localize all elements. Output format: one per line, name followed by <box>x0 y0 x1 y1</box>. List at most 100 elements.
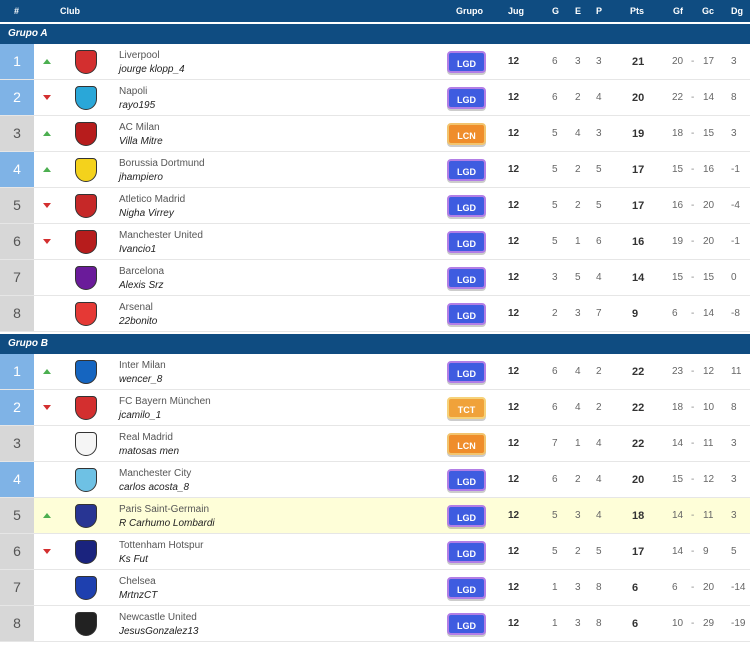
goal-difference: 3 <box>731 510 737 521</box>
team-name[interactable]: Manchester City <box>119 468 192 479</box>
draws: 4 <box>575 128 581 139</box>
down-arrow-icon <box>43 549 51 554</box>
team-name[interactable]: Liverpool <box>119 50 160 61</box>
club-crest-icon <box>75 360 97 384</box>
table-row[interactable]: 3 AC Milan Villa Mitre LCN 12 5 4 3 19 1… <box>0 116 750 152</box>
team-name[interactable]: Barcelona <box>119 266 165 277</box>
rank-cell: 5 <box>0 498 34 533</box>
team-name[interactable]: Manchester United <box>119 230 203 241</box>
team-name[interactable]: Napoli <box>119 86 148 97</box>
goals-separator: - <box>691 92 695 103</box>
manager-name[interactable]: JesusGonzalez13 <box>119 626 199 637</box>
goals-for: 15 <box>672 164 684 175</box>
manager-name[interactable]: jourge klopp_4 <box>119 64 185 75</box>
club-crest-icon <box>75 468 97 492</box>
draws: 3 <box>575 582 581 593</box>
manager-name[interactable]: R Carhumo Lombardi <box>119 518 215 529</box>
table-row[interactable]: 1 Liverpool jourge klopp_4 LGD 12 6 3 3 … <box>0 44 750 80</box>
matches-played: 12 <box>508 366 520 377</box>
goal-difference: 0 <box>731 272 737 283</box>
goals-separator: - <box>691 582 695 593</box>
league-badge: LGD <box>447 87 486 109</box>
wins: 6 <box>552 402 558 413</box>
team-name[interactable]: Tottenham Hotspur <box>119 540 204 551</box>
table-row[interactable]: 7 Barcelona Alexis Srz LGD 12 3 5 4 14 1… <box>0 260 750 296</box>
table-row[interactable]: 8 Arsenal 22bonito LGD 12 2 3 7 9 6 - 14… <box>0 296 750 332</box>
table-row[interactable]: 2 FC Bayern München jcamilo_1 TCT 12 6 4… <box>0 390 750 426</box>
team-name[interactable]: Atletico Madrid <box>119 194 186 205</box>
draws: 3 <box>575 56 581 67</box>
table-row[interactable]: 5 Atletico Madrid Nigha Virrey LGD 12 5 … <box>0 188 750 224</box>
manager-name[interactable]: Ivancio1 <box>119 244 157 255</box>
draws: 3 <box>575 510 581 521</box>
table-row[interactable]: 4 Manchester City carlos acosta_8 LGD 12… <box>0 462 750 498</box>
manager-name[interactable]: rayo195 <box>119 100 156 111</box>
rank-cell: 3 <box>0 426 34 461</box>
team-name[interactable]: Paris Saint-Germain <box>119 504 210 515</box>
draws: 3 <box>575 308 581 319</box>
club-crest-icon <box>75 158 97 182</box>
manager-name[interactable]: Nigha Virrey <box>119 208 174 219</box>
col-p: P <box>596 6 603 16</box>
manager-name[interactable]: wencer_8 <box>119 374 163 385</box>
manager-name[interactable]: jcamilo_1 <box>119 410 162 421</box>
table-row[interactable]: 6 Tottenham Hotspur Ks Fut LGD 12 5 2 5 … <box>0 534 750 570</box>
points: 21 <box>632 56 645 68</box>
draws: 2 <box>575 546 581 557</box>
table-row[interactable]: 5 Paris Saint-Germain R Carhumo Lombardi… <box>0 498 750 534</box>
points: 20 <box>632 92 645 104</box>
league-badge: LGD <box>447 231 486 253</box>
table-row[interactable]: 4 Borussia Dortmund jhampiero LGD 12 5 2… <box>0 152 750 188</box>
goals-separator: - <box>691 510 695 521</box>
manager-name[interactable]: matosas men <box>119 446 180 457</box>
table-row[interactable]: 8 Newcastle United JesusGonzalez13 LGD 1… <box>0 606 750 642</box>
league-badge: LCN <box>447 123 486 145</box>
goal-difference: -14 <box>731 582 746 593</box>
goals-against: 11 <box>703 438 714 449</box>
points: 6 <box>632 582 639 594</box>
manager-name[interactable]: 22bonito <box>119 316 158 327</box>
losses: 5 <box>596 200 602 211</box>
goals-for: 6 <box>672 308 678 319</box>
goal-difference: -4 <box>731 200 740 211</box>
table-row[interactable]: 6 Manchester United Ivancio1 LGD 12 5 1 … <box>0 224 750 260</box>
table-row[interactable]: 3 Real Madrid matosas men LCN 12 7 1 4 2… <box>0 426 750 462</box>
table-row[interactable]: 7 Chelsea MrtnzCT LGD 12 1 3 8 6 6 - 20 … <box>0 570 750 606</box>
goal-difference: -1 <box>731 164 740 175</box>
goals-against: 12 <box>703 474 715 485</box>
wins: 5 <box>552 200 558 211</box>
manager-name[interactable]: Ks Fut <box>119 554 148 565</box>
manager-name[interactable]: Villa Mitre <box>119 136 163 147</box>
team-name[interactable]: Real Madrid <box>119 432 173 443</box>
manager-name[interactable]: MrtnzCT <box>119 590 158 601</box>
goals-separator: - <box>691 618 695 629</box>
team-name[interactable]: AC Milan <box>119 122 160 133</box>
goal-difference: 3 <box>731 128 737 139</box>
table-row[interactable]: 1 Inter Milan wencer_8 LGD 12 6 4 2 22 2… <box>0 354 750 390</box>
matches-played: 12 <box>508 272 520 283</box>
team-name[interactable]: FC Bayern München <box>119 396 211 407</box>
down-arrow-icon <box>43 95 51 100</box>
col-rank: # <box>14 6 20 16</box>
league-badge: TCT <box>447 397 486 419</box>
losses: 4 <box>596 92 602 103</box>
team-name[interactable]: Newcastle United <box>119 612 197 623</box>
losses: 7 <box>596 308 602 319</box>
goals-for: 19 <box>672 236 684 247</box>
losses: 4 <box>596 438 602 449</box>
group-title: Grupo B <box>0 334 750 354</box>
matches-played: 12 <box>508 582 520 593</box>
league-badge: LGD <box>447 469 486 491</box>
table-row[interactable]: 2 Napoli rayo195 LGD 12 6 2 4 20 22 - 14… <box>0 80 750 116</box>
league-badge: LGD <box>447 51 486 73</box>
team-name[interactable]: Chelsea <box>119 576 156 587</box>
team-name[interactable]: Inter Milan <box>119 360 166 371</box>
points: 16 <box>632 236 645 248</box>
manager-name[interactable]: carlos acosta_8 <box>119 482 190 493</box>
team-name[interactable]: Arsenal <box>119 302 153 313</box>
rank-cell: 6 <box>0 534 34 569</box>
manager-name[interactable]: Alexis Srz <box>119 280 164 291</box>
team-name[interactable]: Borussia Dortmund <box>119 158 205 169</box>
rank-cell: 7 <box>0 260 34 295</box>
manager-name[interactable]: jhampiero <box>119 172 163 183</box>
